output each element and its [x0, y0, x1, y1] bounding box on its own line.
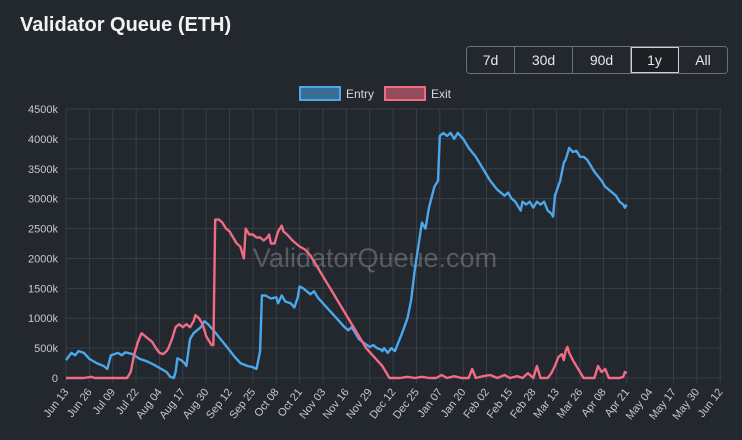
- y-tick-label: 4000k: [28, 134, 58, 146]
- y-tick-label: 2000k: [28, 253, 58, 265]
- legend-swatch-entry[interactable]: [299, 86, 341, 101]
- x-tick-label: Jul 09: [91, 386, 119, 417]
- y-tick-label: 1000k: [28, 313, 58, 325]
- y-axis: 0 500k 1000k 1500k 2000k 2500k 3000k 3500k 4000k…: [28, 104, 58, 385]
- y-tick-label: 500k: [34, 343, 58, 355]
- legend-label-exit[interactable]: Exit: [431, 87, 452, 101]
- y-tick-label: 1500k: [28, 283, 58, 295]
- range-button-30d[interactable]: 30d: [515, 47, 573, 73]
- legend-label-entry[interactable]: Entry: [346, 87, 374, 101]
- range-button-all[interactable]: All: [679, 47, 727, 73]
- time-range-selector: 7d 30d 90d 1y All: [466, 46, 728, 74]
- x-tick-label: Jun 26: [65, 386, 95, 419]
- chart-legend: Entry Exit: [299, 86, 452, 101]
- y-tick-label: 2500k: [28, 224, 58, 236]
- chart-series: [65, 131, 628, 380]
- series-line-exit: [66, 218, 628, 380]
- y-tick-label: 4500k: [28, 104, 58, 116]
- range-button-90d[interactable]: 90d: [573, 47, 631, 73]
- range-button-1y[interactable]: 1y: [631, 47, 679, 73]
- page-title: Validator Queue (ETH): [20, 14, 232, 36]
- x-tick-label: Jun 12: [696, 386, 726, 419]
- y-tick-label: 3500k: [28, 164, 58, 176]
- series-line-entry: [65, 131, 628, 380]
- range-button-7d[interactable]: 7d: [467, 47, 515, 73]
- legend-swatch-exit[interactable]: [384, 86, 426, 101]
- x-tick-label: Mar 26: [555, 386, 586, 420]
- chart-grid: [65, 108, 722, 383]
- watermark-text: ValidatorQueue.com: [253, 243, 497, 273]
- y-tick-label: 3000k: [28, 194, 58, 206]
- y-tick-label: 0: [52, 373, 58, 385]
